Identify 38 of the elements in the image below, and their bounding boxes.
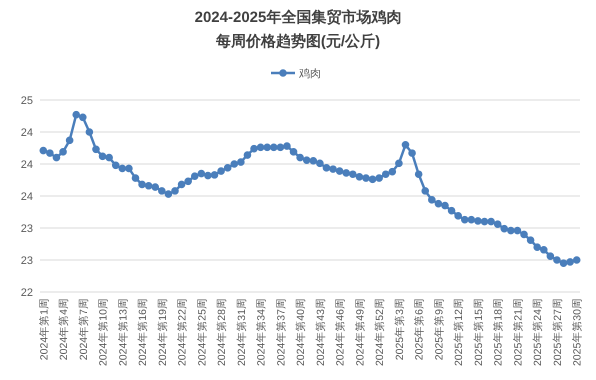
x-tick-label: 2024年第52周: [374, 298, 386, 366]
chart-title: 2024-2025年全国集贸市场鸡肉: [194, 8, 402, 26]
x-tick-label: 2024年第46周: [334, 298, 347, 366]
x-tick-label: 2024年第37周: [275, 298, 288, 366]
x-tick-label: 2025年第18周: [492, 298, 505, 366]
x-tick-label: 2024年第28周: [216, 298, 228, 366]
y-tick-label: 25: [20, 95, 33, 107]
x-tick-label: 2024年第43周: [314, 298, 327, 366]
legend-label: 鸡肉: [298, 68, 321, 80]
x-tick-label: 2025年第21周: [512, 298, 524, 366]
x-tick-label: 2024年第22周: [176, 298, 189, 366]
x-tick-label: 2025年第30周: [572, 298, 584, 366]
y-tick-label: 24: [20, 159, 33, 171]
x-tick-label: 2024年第4周: [58, 298, 70, 360]
x-tick-label: 2024年第25周: [196, 298, 208, 366]
x-tick-label: 2024年第10周: [98, 298, 110, 366]
x-tick-label: 2025年第6周: [414, 298, 426, 360]
x-tick-label: 2024年第31周: [236, 298, 248, 366]
x-tick-label: 2024年第40周: [295, 298, 308, 366]
x-tick-label: 2024年第16周: [137, 298, 150, 366]
y-tick-label: 24: [20, 127, 33, 139]
y-tick-label: 23: [20, 223, 33, 235]
x-tick-label: 2024年第19周: [156, 298, 169, 366]
x-tick-label: 2024年第34周: [256, 298, 268, 366]
x-tick-label: 2025年第27周: [552, 298, 564, 366]
x-tick-label: 2025年第9周: [433, 298, 446, 360]
x-tick-label: 2024年第1周: [38, 298, 50, 360]
x-tick-label: 2024年第7周: [78, 298, 90, 360]
chart-subtitle: 每周价格趋势图(元/公斤): [214, 33, 380, 50]
x-tick-label: 2024年第49周: [354, 298, 366, 366]
y-tick-label: 22: [20, 287, 33, 299]
x-tick-label: 2024年第13周: [117, 298, 130, 366]
y-tick-label: 24: [20, 191, 33, 203]
x-tick-label: 2025年第12周: [453, 298, 466, 366]
x-tick-label: 2025年第15周: [472, 298, 485, 366]
x-tick-label: 2025年第3周: [394, 298, 406, 360]
x-tick-label: 2025年第24周: [532, 298, 544, 366]
y-tick-label: 23: [20, 255, 33, 267]
